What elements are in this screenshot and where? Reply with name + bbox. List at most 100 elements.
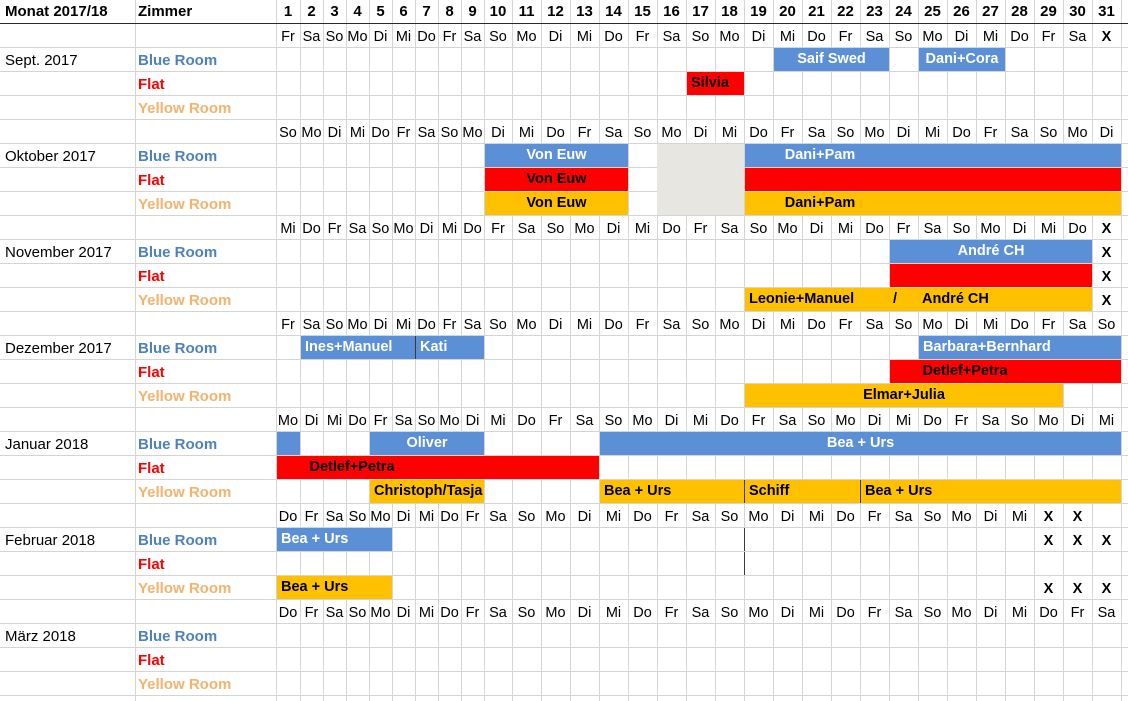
weekday-cell[interactable]: X <box>1101 221 1112 237</box>
weekday-cell[interactable]: Fr <box>635 317 650 333</box>
room-label[interactable]: Flat <box>138 652 165 669</box>
weekday-cell[interactable]: Fr <box>396 125 411 141</box>
booking-bar[interactable] <box>745 168 1121 191</box>
weekday-cell[interactable]: Sa <box>302 317 321 333</box>
weekday-cell[interactable]: Sa <box>720 221 739 237</box>
booking-bar[interactable]: Von Euw <box>485 168 628 191</box>
weekday-cell[interactable]: Do <box>1010 29 1029 45</box>
weekday-cell[interactable]: Mo <box>516 317 537 333</box>
weekday-cell[interactable]: Mi <box>779 317 796 333</box>
booking-bar[interactable]: Dani+Pam <box>745 192 1121 215</box>
weekday-cell[interactable]: Sa <box>463 317 482 333</box>
booking-bar[interactable]: Detlef+Petra <box>277 456 599 479</box>
month-label[interactable]: Februar 2018 <box>5 532 96 549</box>
weekday-cell[interactable]: Sa <box>778 413 797 429</box>
day-number-header[interactable]: 3 <box>330 3 339 20</box>
weekday-cell[interactable]: Sa <box>604 125 623 141</box>
room-label[interactable]: Blue Room <box>138 148 218 165</box>
booking-bar[interactable]: André CH <box>890 240 1092 263</box>
weekday-cell[interactable]: Di <box>373 317 388 333</box>
weekday-cell[interactable]: Mo <box>516 29 537 45</box>
weekday-cell[interactable]: Di <box>548 317 563 333</box>
weekday-cell[interactable]: Sa <box>923 221 942 237</box>
weekday-cell[interactable]: So <box>489 29 507 45</box>
weekday-cell[interactable]: X <box>1043 509 1054 525</box>
weekday-cell[interactable]: Di <box>896 125 911 141</box>
booking-bar[interactable]: Oliver <box>370 432 484 455</box>
weekday-cell[interactable]: So <box>325 317 344 333</box>
weekday-cell[interactable]: Do <box>952 125 971 141</box>
weekday-cell[interactable]: Mo <box>347 29 368 45</box>
weekday-cell[interactable]: Mi <box>779 29 796 45</box>
weekday-cell[interactable]: Di <box>1099 125 1114 141</box>
weekday-cell[interactable]: Mo <box>545 605 566 621</box>
weekday-cell[interactable]: So <box>1039 125 1058 141</box>
weekday-cell[interactable]: Fr <box>780 125 795 141</box>
weekday-cell[interactable]: Do <box>440 509 459 525</box>
weekday-cell[interactable]: Sa <box>691 605 710 621</box>
booking-bar[interactable]: Leonie+Manuel <box>745 288 1092 311</box>
weekday-cell[interactable]: Sa <box>325 509 344 525</box>
day-number-header[interactable]: 2 <box>307 3 316 20</box>
room-label[interactable]: Yellow Room <box>138 292 232 309</box>
unavailable-mark[interactable]: X <box>1072 533 1083 549</box>
booking-bar[interactable]: Silvia <box>687 72 744 95</box>
weekday-cell[interactable]: Di <box>606 221 621 237</box>
weekday-cell[interactable]: Sa <box>348 221 367 237</box>
weekday-cell[interactable]: So <box>371 221 390 237</box>
weekday-cell[interactable]: Di <box>1012 221 1027 237</box>
day-number-header[interactable]: 7 <box>422 3 431 20</box>
weekday-cell[interactable]: Mi <box>1011 605 1028 621</box>
booking-bar[interactable]: Saif Swed <box>774 48 889 71</box>
weekday-cell[interactable]: Mo <box>462 125 483 141</box>
weekday-cell[interactable]: Mo <box>370 605 391 621</box>
weekday-cell[interactable]: Do <box>278 605 298 621</box>
booking-bar[interactable]: Bea + Urs <box>277 576 392 599</box>
day-number-header[interactable]: 29 <box>1040 3 1057 20</box>
booking-bar[interactable]: Ines+Manuel <box>301 336 415 359</box>
weekday-cell[interactable]: Fr <box>983 125 998 141</box>
booking-bar[interactable]: Schiff <box>745 480 860 503</box>
day-number-header[interactable]: 9 <box>468 3 477 20</box>
weekday-cell[interactable]: Mi <box>692 413 709 429</box>
weekday-cell[interactable]: Fr <box>548 413 563 429</box>
weekday-cell[interactable]: Do <box>865 221 884 237</box>
room-label[interactable]: Blue Room <box>138 340 218 357</box>
weekday-cell[interactable]: Mi <box>1040 221 1057 237</box>
unavailable-mark[interactable]: X <box>1101 245 1112 261</box>
weekday-cell[interactable]: Mi <box>1098 413 1115 429</box>
day-number-header[interactable]: 16 <box>663 3 680 20</box>
month-label[interactable]: November 2017 <box>5 244 112 261</box>
weekday-cell[interactable]: Mi <box>982 317 999 333</box>
weekday-cell[interactable]: Di <box>751 29 766 45</box>
weekday-cell[interactable]: Mo <box>661 125 682 141</box>
unavailable-mark[interactable]: X <box>1101 581 1112 597</box>
weekday-cell[interactable]: So <box>923 605 942 621</box>
weekday-cell[interactable]: Di <box>396 605 411 621</box>
day-number-header[interactable]: 13 <box>576 3 593 20</box>
booking-bar[interactable]: Detlef+Petra <box>890 360 1121 383</box>
weekday-cell[interactable]: Do <box>417 29 436 45</box>
day-number-header[interactable]: 11 <box>518 3 535 20</box>
weekday-cell[interactable]: Fr <box>838 29 853 45</box>
weekday-cell[interactable]: Sa <box>1010 125 1029 141</box>
weekday-cell[interactable]: Do <box>463 221 482 237</box>
room-label[interactable]: Flat <box>138 268 165 285</box>
room-label[interactable]: Blue Room <box>138 628 218 645</box>
day-number-header[interactable]: 14 <box>605 3 622 20</box>
room-column-header[interactable]: Zimmer <box>138 3 193 20</box>
weekday-cell[interactable]: Fr <box>896 221 911 237</box>
weekday-cell[interactable]: Sa <box>1097 605 1116 621</box>
day-number-header[interactable]: 21 <box>808 3 825 20</box>
weekday-cell[interactable]: Mi <box>326 413 343 429</box>
weekday-cell[interactable]: Di <box>664 413 679 429</box>
day-number-header[interactable]: 23 <box>866 3 883 20</box>
weekday-cell[interactable]: Mo <box>574 221 595 237</box>
weekday-cell[interactable]: Mo <box>922 29 943 45</box>
weekday-cell[interactable]: Mo <box>719 317 740 333</box>
booking-bar[interactable]: Barbara+Bernhard <box>919 336 1121 359</box>
weekday-cell[interactable]: So <box>489 317 507 333</box>
weekday-cell[interactable]: X <box>1072 509 1083 525</box>
weekday-cell[interactable]: Sa <box>662 29 681 45</box>
room-label[interactable]: Flat <box>138 556 165 573</box>
